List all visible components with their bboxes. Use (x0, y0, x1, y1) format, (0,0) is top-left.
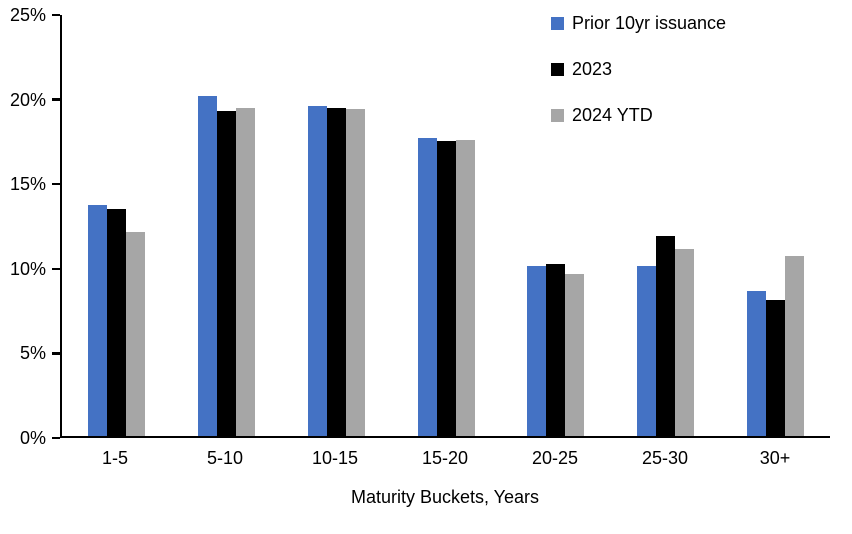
x-tick-label: 25-30 (641, 448, 689, 468)
x-tick-label: 5-10 (206, 448, 244, 468)
legend-entry: 2023 (551, 59, 726, 80)
x-axis-labels: 1-5 5-10 10-15 15-20 20-25 25-30 30+ (60, 448, 830, 469)
bar (236, 107, 256, 436)
legend-label: 2024 YTD (572, 105, 653, 125)
y-tick-label: 20% (9, 89, 46, 110)
bar-group-10-15 (281, 15, 391, 436)
bar-group-30+ (720, 15, 830, 436)
bar-group-5-10 (172, 15, 282, 436)
bar (345, 109, 365, 436)
x-tick-label: 15-20 (421, 448, 469, 468)
bar (326, 107, 346, 436)
x-axis-title: Maturity Buckets, Years (350, 487, 540, 507)
y-tick-label: 25% (9, 5, 46, 25)
bar (417, 137, 437, 436)
bar-group-15-20 (391, 15, 501, 436)
bar-group-20-25 (501, 15, 611, 436)
bar-groups (62, 15, 830, 436)
bar (655, 235, 675, 436)
x-tick-label: 20-25 (531, 448, 579, 468)
plot-area (60, 15, 830, 438)
y-tick-mark (52, 98, 60, 101)
bar (198, 95, 218, 436)
legend-label: Prior 10yr issuance (572, 13, 727, 33)
y-tick-label: 10% (9, 258, 46, 279)
bar (746, 291, 766, 436)
bar (784, 255, 804, 436)
x-tick-label: 30+ (759, 448, 791, 468)
legend-swatch-icon (551, 109, 564, 122)
x-tick-label: 10-15 (311, 448, 359, 468)
y-tick-label: 0% (19, 428, 46, 448)
y-tick-mark (52, 436, 60, 440)
bar (455, 139, 475, 436)
legend-swatch-icon (551, 17, 564, 30)
legend-entry: Prior 10yr issuance (551, 13, 726, 34)
legend-label: 2023 (572, 59, 613, 79)
bar (126, 232, 146, 436)
y-tick-label: 5% (19, 343, 46, 364)
y-tick-mark (52, 13, 60, 17)
bar (636, 265, 656, 436)
y-tick-mark (52, 352, 60, 355)
bar (307, 105, 327, 436)
y-tick-mark (52, 267, 60, 271)
legend-entry: 2024 YTD (551, 105, 726, 126)
x-tick-label: 1-5 (101, 448, 128, 468)
legend: Prior 10yr issuance 2023 2024 YTD (551, 13, 726, 126)
legend-swatch-icon (551, 63, 564, 76)
bar (436, 141, 456, 436)
bar (527, 265, 547, 436)
bar-group-25-30 (611, 15, 721, 436)
y-tick-label: 15% (9, 174, 46, 195)
y-tick-mark (52, 182, 60, 186)
bar (674, 249, 694, 436)
bar (565, 274, 585, 436)
bar (107, 208, 127, 436)
bar (217, 111, 237, 436)
bar (88, 205, 108, 436)
bar (546, 264, 566, 436)
bar-group-1-5 (62, 15, 172, 436)
bar (765, 299, 785, 436)
